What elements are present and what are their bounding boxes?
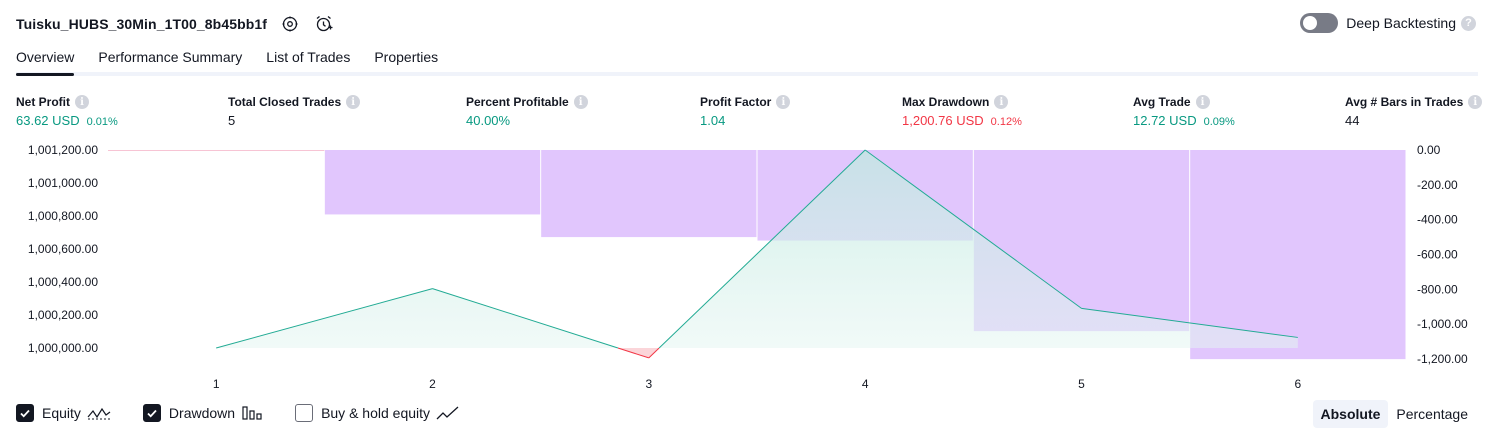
tab-overview[interactable]: Overview xyxy=(16,48,75,76)
metric-avg-bars: Avg # Bars in Trades i 44 xyxy=(1345,94,1483,128)
help-question-icon[interactable]: ? xyxy=(1461,15,1476,31)
left-axis-tick-label: 1,000,400.00 xyxy=(28,275,98,289)
x-axis-tick-label: 5 xyxy=(1078,377,1085,391)
left-axis-tick-label: 1,001,000.00 xyxy=(28,176,98,190)
info-icon[interactable]: i xyxy=(1468,95,1483,109)
equity-line-segment xyxy=(1081,307,1298,338)
axis-labels: 1,000,000.00 1,000,200.00 1,000,400.00 1,00… xyxy=(28,143,1468,391)
equity-line-segment-negative xyxy=(617,347,649,359)
left-axis-tick-label: 1,000,600.00 xyxy=(28,242,98,256)
legend-label: Buy & hold equity xyxy=(321,405,431,421)
info-icon[interactable]: i xyxy=(1195,95,1210,109)
metric-percent: 0.09% xyxy=(1203,116,1235,128)
metric-net-profit: Net Profit i 63.62 USD 0.01% xyxy=(16,94,118,128)
drawdown-bar xyxy=(1190,150,1406,360)
metric-value: 40.00% xyxy=(466,113,511,128)
right-axis-tick-label: -800.00 xyxy=(1417,282,1458,296)
tab-properties[interactable]: Properties xyxy=(374,49,439,65)
metric-profit-factor: Profit Factor i 1.04 xyxy=(700,94,791,128)
left-axis-tick-label: 1,000,200.00 xyxy=(28,308,98,322)
info-icon[interactable]: i xyxy=(994,95,1009,109)
add-alert-clock-icon[interactable] xyxy=(313,13,335,35)
equity-layer xyxy=(216,149,1298,359)
metric-value: 44 xyxy=(1345,113,1360,128)
toggle-knob xyxy=(1303,16,1318,30)
legend-label: Drawdown xyxy=(168,405,236,421)
deep-backtesting-label: Deep Backtesting xyxy=(1346,15,1456,31)
deep-backtesting-toggle[interactable] xyxy=(1300,13,1339,33)
equity-checkbox[interactable] xyxy=(16,404,34,422)
metric-avg-trade: Avg Trade i 12.72 USD 0.09% xyxy=(1133,94,1235,128)
tab-performance-summary[interactable]: Performance Summary xyxy=(98,49,243,65)
metric-value: 12.72 USD xyxy=(1133,113,1197,128)
metric-value: 63.62 USD xyxy=(16,113,80,128)
info-icon[interactable]: i xyxy=(776,95,791,109)
equity-negative-area xyxy=(617,348,660,358)
right-axis-tick-label: -1,000.00 xyxy=(1417,317,1468,331)
drawdown-bars-icon xyxy=(241,405,263,421)
metric-value: 1.04 xyxy=(700,113,726,128)
x-axis-tick-label: 2 xyxy=(429,377,436,391)
right-axis-tick-label: -1,200.00 xyxy=(1417,352,1468,366)
info-icon[interactable]: i xyxy=(573,95,588,109)
left-axis-tick-label: 1,001,200.00 xyxy=(28,143,98,157)
view-mode-switch: Absolute Percentage xyxy=(1312,400,1477,428)
right-axis-tick-label: -400.00 xyxy=(1417,213,1458,227)
right-axis-tick-label: -200.00 xyxy=(1417,178,1458,192)
right-axis-tick-label: -600.00 xyxy=(1417,248,1458,262)
equity-line-icon xyxy=(87,405,111,421)
info-icon[interactable]: i xyxy=(75,95,89,109)
metric-percent: 0.01% xyxy=(86,116,118,128)
strategy-title: Tuisku_HUBS_30Min_1T00_8b45bb1f xyxy=(16,16,268,32)
chart-legend: Equity Drawdown Buy & hold equity xyxy=(16,404,492,422)
metric-label: Avg Trade xyxy=(1133,95,1191,109)
x-axis-tick-label: 1 xyxy=(213,377,220,391)
metrics-row: Net Profit i 63.62 USD 0.01% Total Closed … xyxy=(0,94,1494,134)
legend-label: Equity xyxy=(42,405,81,421)
metric-label: Total Closed Trades xyxy=(228,95,342,109)
equity-line-segment xyxy=(658,149,866,349)
equity-drawdown-chart[interactable]: 1,000,000.00 1,000,200.00 1,000,400.00 1,00… xyxy=(0,140,1494,400)
metric-percent-profitable: Percent Profitable i 40.00% xyxy=(466,94,588,128)
buy-hold-line-icon xyxy=(436,405,460,421)
settings-gear-icon[interactable] xyxy=(279,13,301,35)
metric-value: 1,200.76 USD xyxy=(902,113,984,128)
tab-list-of-trades[interactable]: List of Trades xyxy=(266,49,351,65)
right-axis-tick-label: 0.00 xyxy=(1417,143,1441,157)
metric-label: Profit Factor xyxy=(700,95,772,109)
drawdown-bar xyxy=(324,150,541,215)
legend-buy-hold[interactable]: Buy & hold equity xyxy=(295,404,460,422)
metric-label: Net Profit xyxy=(16,95,70,109)
equity-line-segment-negative xyxy=(648,347,660,359)
left-axis-tick-label: 1,000,800.00 xyxy=(28,209,98,223)
legend-drawdown[interactable]: Drawdown xyxy=(142,404,263,422)
metric-value: 5 xyxy=(228,113,236,128)
x-axis-tick-label: 6 xyxy=(1294,377,1301,391)
drawdown-checkbox[interactable] xyxy=(142,404,161,422)
buy-hold-checkbox[interactable] xyxy=(295,404,314,422)
metric-label: Avg # Bars in Trades xyxy=(1345,95,1464,109)
deep-backtesting: Deep Backtesting ? xyxy=(1300,13,1476,33)
x-axis-tick-label: 3 xyxy=(645,377,652,391)
equity-line-segment xyxy=(864,149,1082,309)
left-axis-tick-label: 1,000,000.00 xyxy=(28,341,98,355)
x-axis-tick-label: 4 xyxy=(862,377,869,391)
absolute-button[interactable]: Absolute xyxy=(1312,400,1389,428)
report-tabs: Overview Performance Summary List of Tra… xyxy=(16,48,1478,76)
metric-percent: 0.12% xyxy=(990,116,1022,128)
equity-line-segment xyxy=(432,288,619,349)
metric-total-closed-trades: Total Closed Trades i 5 xyxy=(228,94,361,128)
metric-max-drawdown: Max Drawdown i 1,200.76 USD 0.12% xyxy=(902,94,1022,128)
equity-line-segment xyxy=(216,288,433,349)
percentage-button[interactable]: Percentage xyxy=(1396,406,1468,422)
info-icon[interactable]: i xyxy=(346,95,361,109)
drawdown-bar xyxy=(541,150,757,238)
metric-label: Max Drawdown xyxy=(902,95,990,109)
metric-label: Percent Profitable xyxy=(466,95,569,109)
legend-equity[interactable]: Equity xyxy=(16,404,111,422)
strategy-header: Tuisku_HUBS_30Min_1T00_8b45bb1f xyxy=(16,12,335,36)
